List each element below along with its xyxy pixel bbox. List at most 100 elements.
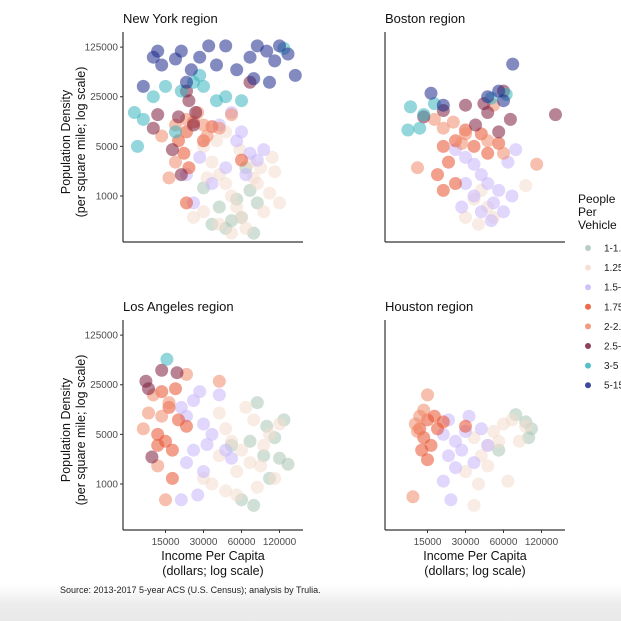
data-point bbox=[481, 177, 495, 190]
legend-swatch bbox=[585, 343, 591, 349]
legend: People Per Vehicle 1-1. 1.25 1.5- 1.75 2-2. 2… bbox=[578, 192, 621, 392]
panel-boston-region: Boston region bbox=[384, 11, 565, 243]
data-point bbox=[230, 465, 244, 478]
legend-label: 3-5 bbox=[604, 361, 619, 372]
data-point bbox=[200, 438, 214, 451]
data-point bbox=[436, 98, 450, 112]
source-note: Source: 2013-2017 5-year ACS (U.S. Censu… bbox=[60, 585, 321, 595]
data-point bbox=[455, 200, 469, 214]
data-point bbox=[151, 427, 165, 441]
x-tick-label: 30000 bbox=[452, 537, 480, 548]
data-point bbox=[512, 434, 526, 448]
y-axis-title-line-1: Population Density bbox=[59, 377, 73, 482]
points bbox=[127, 39, 302, 240]
data-point bbox=[467, 456, 481, 470]
data-point bbox=[431, 168, 444, 182]
data-point bbox=[235, 125, 248, 139]
data-point bbox=[421, 388, 434, 402]
data-point bbox=[230, 488, 244, 502]
data-point bbox=[212, 200, 226, 214]
data-point bbox=[268, 54, 282, 68]
x-axis-title-line-2: (dollars; log scale) bbox=[424, 564, 525, 578]
points bbox=[401, 57, 562, 231]
data-point bbox=[263, 427, 276, 441]
data-point bbox=[219, 90, 233, 104]
legend-label: 1.5- bbox=[604, 283, 621, 294]
legend-swatch bbox=[585, 264, 591, 271]
data-point bbox=[187, 210, 200, 224]
data-point bbox=[260, 44, 274, 58]
data-point bbox=[184, 63, 198, 77]
data-point bbox=[501, 474, 515, 488]
legend-label: 1-1. bbox=[604, 244, 621, 255]
legend-item: 2.5- bbox=[585, 342, 621, 353]
data-point bbox=[503, 112, 517, 126]
data-point bbox=[202, 39, 216, 53]
data-point bbox=[268, 471, 282, 485]
data-point bbox=[235, 153, 248, 167]
data-point bbox=[197, 465, 210, 478]
data-point bbox=[239, 168, 253, 182]
data-point bbox=[442, 449, 455, 463]
data-point bbox=[497, 94, 510, 108]
data-point bbox=[481, 90, 495, 104]
data-point bbox=[212, 406, 226, 420]
x-tick-label: 15000 bbox=[414, 537, 442, 548]
data-point bbox=[474, 422, 488, 436]
x-axis-title-line-2: (dollars; log scale) bbox=[162, 564, 263, 578]
data-point bbox=[169, 155, 182, 169]
data-point bbox=[459, 419, 472, 433]
data-point bbox=[250, 396, 264, 410]
data-point bbox=[136, 79, 150, 93]
data-point bbox=[180, 456, 193, 470]
data-point bbox=[219, 177, 233, 190]
data-point bbox=[417, 108, 431, 122]
panel-title: Houston region bbox=[385, 299, 473, 314]
data-point bbox=[165, 143, 179, 157]
data-point bbox=[411, 161, 424, 175]
data-point bbox=[197, 417, 210, 431]
data-point bbox=[442, 155, 455, 169]
data-point bbox=[263, 75, 276, 89]
data-point bbox=[136, 422, 150, 436]
data-point bbox=[127, 106, 141, 119]
data-point bbox=[243, 50, 257, 64]
data-point bbox=[205, 477, 219, 491]
data-point bbox=[474, 205, 488, 219]
data-point bbox=[506, 57, 520, 71]
data-point bbox=[146, 90, 160, 104]
data-point bbox=[509, 143, 523, 157]
data-point bbox=[250, 153, 264, 167]
data-point bbox=[497, 205, 510, 219]
data-point bbox=[162, 171, 176, 185]
x-tick-label: 15000 bbox=[152, 537, 180, 548]
data-point bbox=[519, 179, 533, 193]
data-point bbox=[174, 493, 188, 507]
data-point bbox=[162, 396, 176, 410]
data-point bbox=[180, 196, 193, 210]
data-point bbox=[436, 415, 450, 429]
data-point bbox=[459, 210, 472, 224]
data-point bbox=[427, 112, 441, 126]
data-point bbox=[151, 438, 165, 452]
legend-item: 1.75 bbox=[585, 302, 621, 313]
data-point bbox=[165, 471, 179, 485]
data-point bbox=[469, 118, 482, 132]
data-point bbox=[505, 413, 519, 427]
data-point bbox=[472, 477, 485, 491]
data-point bbox=[484, 214, 498, 228]
data-point bbox=[235, 443, 248, 457]
data-point bbox=[250, 480, 264, 494]
data-point bbox=[424, 86, 438, 100]
legend-item: 5-15 bbox=[585, 381, 621, 392]
data-point bbox=[436, 121, 450, 135]
panel-new-york-region: New York region 1000 5000 25000 125000 Popula… bbox=[59, 11, 303, 243]
data-point bbox=[142, 406, 155, 420]
data-point bbox=[239, 400, 253, 414]
x-tick-label: 60000 bbox=[228, 537, 256, 548]
legend-swatch bbox=[585, 323, 591, 330]
data-point bbox=[235, 94, 248, 108]
data-point bbox=[446, 115, 460, 129]
data-point bbox=[497, 146, 510, 160]
